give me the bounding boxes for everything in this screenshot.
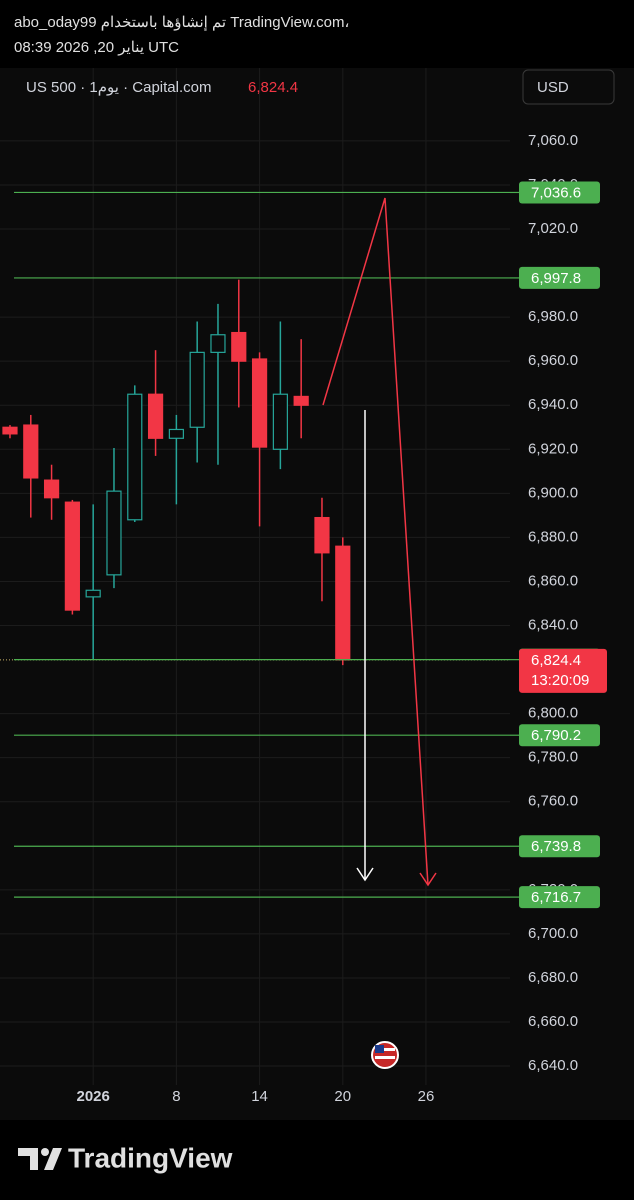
x-tick-label: 14 <box>251 1088 268 1105</box>
y-tick-label: 6,680.0 <box>528 969 578 986</box>
y-tick-label: 6,860.0 <box>528 572 578 589</box>
countdown-label: 13:20:09 <box>531 672 589 689</box>
level-label: 6,997.8 <box>531 270 581 287</box>
y-tick-label: 6,960.0 <box>528 352 578 369</box>
chart-panel <box>0 68 634 1120</box>
candle-body <box>147 393 164 439</box>
last-price-label: 6,824.4 <box>531 652 581 669</box>
logo-shape <box>41 1148 49 1156</box>
candle-body <box>272 393 288 450</box>
last-price-box <box>519 648 607 693</box>
brand-name: TradingView <box>68 1142 233 1173</box>
y-tick-label: 7,060.0 <box>528 132 578 149</box>
y-tick-label: 7,020.0 <box>528 220 578 237</box>
grid <box>0 68 510 1085</box>
symbol-price: 6,824.4 <box>248 79 298 96</box>
candle-body <box>43 479 60 499</box>
y-tick-label: 6,780.0 <box>528 749 578 766</box>
level-label: 7,036.6 <box>531 184 581 201</box>
candle-body <box>168 428 184 439</box>
y-tick-label: 6,940.0 <box>528 396 578 413</box>
candles <box>0 191 510 898</box>
event-icon-stripe <box>375 1048 395 1051</box>
y-tick-label: 6,980.0 <box>528 308 578 325</box>
x-tick-label: 26 <box>418 1088 435 1105</box>
currency-button[interactable] <box>522 69 615 105</box>
candle-body <box>106 490 122 576</box>
trend-drawing <box>322 197 429 886</box>
x-tick-label: 20 <box>334 1088 351 1105</box>
header-line: 08:39 2026 ,20 يناير UTC <box>14 39 179 56</box>
candle-body <box>64 501 80 611</box>
candle-body <box>314 516 330 554</box>
brand-logo <box>18 1148 62 1170</box>
candle-body <box>85 589 101 598</box>
arrow-head <box>419 872 437 887</box>
y-tick-label: 6,920.0 <box>528 440 578 457</box>
y-tick-label: 6,840.0 <box>528 616 578 633</box>
logo-shape <box>44 1148 62 1170</box>
y-tick-label: 6,800.0 <box>528 705 578 722</box>
y-tick-label: 6,660.0 <box>528 1013 578 1030</box>
level-label-box <box>519 886 600 909</box>
currency-label: USD <box>537 79 569 96</box>
candle-body <box>231 331 247 362</box>
candle-body <box>2 426 18 435</box>
candle-body <box>127 393 143 521</box>
y-tick-label: 6,900.0 <box>528 484 578 501</box>
drawings <box>322 197 437 1069</box>
candle-body <box>335 545 351 661</box>
candle-body <box>251 358 268 448</box>
candle-body <box>293 395 309 406</box>
event-icon-canton <box>375 1045 384 1053</box>
arrow-head <box>356 867 374 882</box>
symbol-title: US 500 · يوم1 · Capital.com <box>26 79 211 96</box>
level-label: 6,716.7 <box>531 889 581 906</box>
y-tick-label: 6,760.0 <box>528 793 578 810</box>
candle-body <box>23 424 39 479</box>
x-tick-label: 8 <box>172 1088 180 1105</box>
level-label: 6,739.8 <box>531 838 581 855</box>
event-icon-stripe <box>375 1056 395 1059</box>
level-label: 6,790.2 <box>531 727 581 744</box>
candle-body <box>210 334 226 353</box>
y-tick-label: 6,640.0 <box>528 1057 578 1074</box>
logo-shape <box>18 1148 38 1170</box>
x-tick-label: 2026 <box>76 1088 109 1105</box>
header-line: abo_oday99 تم إنشاؤها باستخدام TradingVi… <box>14 14 349 31</box>
level-label-box <box>519 724 600 747</box>
y-tick-label: 6,880.0 <box>528 528 578 545</box>
level-label-box <box>519 266 600 289</box>
axes: 7,060.07,040.07,020.06,980.06,960.06,940… <box>76 132 607 1105</box>
level-label-box <box>519 835 600 858</box>
y-tick-label: 6,700.0 <box>528 925 578 942</box>
candle-body <box>189 351 205 428</box>
level-label-box <box>519 181 600 204</box>
